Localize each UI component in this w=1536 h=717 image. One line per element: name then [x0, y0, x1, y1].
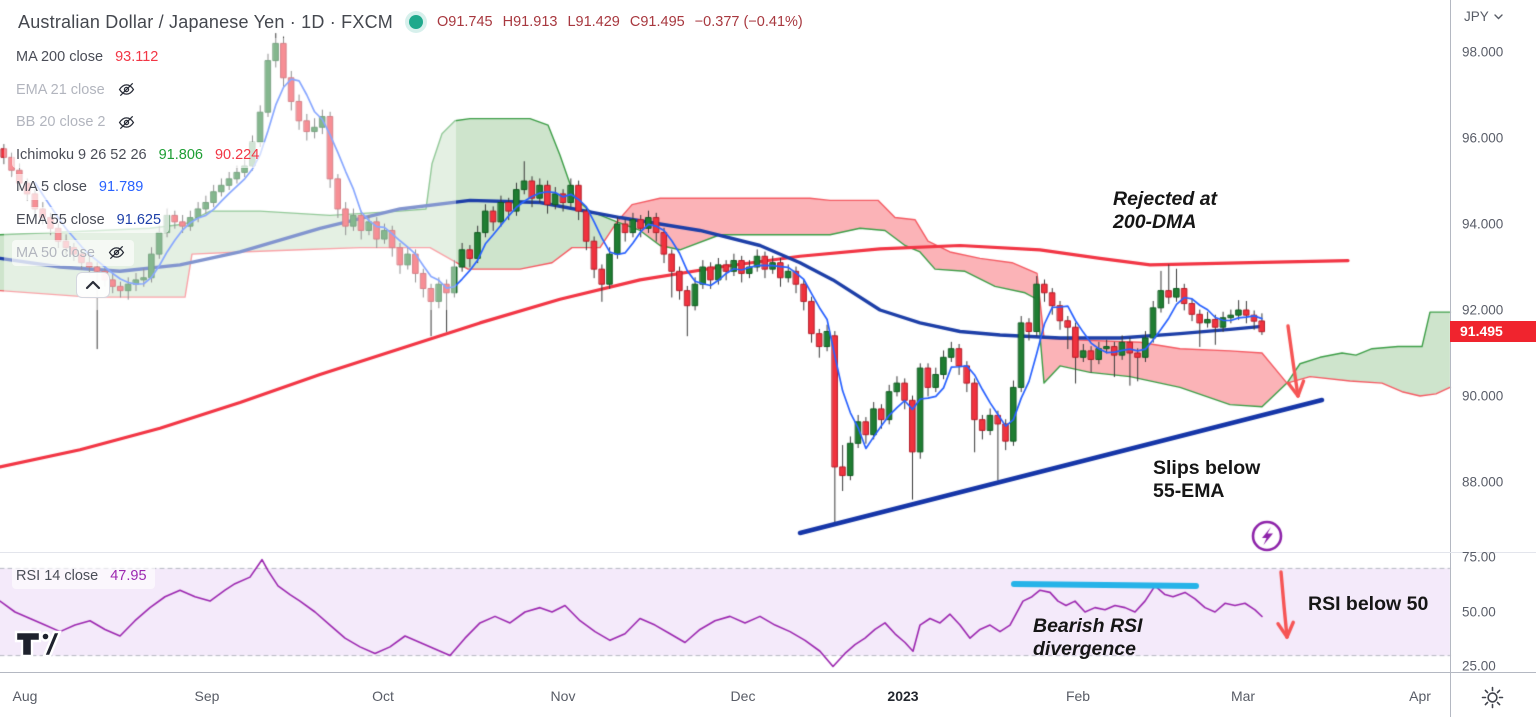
price-tick-label: 98.000: [1462, 44, 1504, 60]
rsi-legend-label: RSI 14 close: [16, 568, 99, 584]
legend-value: 90.224: [214, 146, 260, 163]
price-tick-label: 88.000: [1462, 474, 1504, 490]
legend-row-ichimoku-9-26-52-26[interactable]: Ichimoku 9 26 52 26 91.806 90.224: [12, 141, 268, 168]
chevron-up-icon: [85, 280, 101, 290]
time-tick-label: Oct: [372, 688, 394, 704]
symbol-title[interactable]: Australian Dollar / Japanese Yen · 1D · …: [18, 11, 393, 32]
ohlc-value: H91.913: [502, 14, 558, 30]
ohlc-value: O91.745: [436, 14, 493, 30]
legend-label: MA 200 close: [16, 49, 104, 65]
currency-label: JPY: [1464, 9, 1489, 24]
price-axis-currency[interactable]: JPY: [1464, 9, 1503, 24]
time-tick-label: 2023: [887, 688, 919, 704]
legend-collapse-button[interactable]: [76, 272, 110, 298]
legend-label: MA 5 close: [16, 179, 87, 196]
legend-row-ema-21-close[interactable]: EMA 21 close: [12, 76, 144, 103]
ohlc-readout: O91.745 H91.913 L91.429 C91.495 −0.377 (−0.4…: [437, 13, 813, 31]
price-axis-border: [1450, 0, 1451, 717]
price-tick-label: 50.00: [1462, 604, 1496, 620]
chart-settings-icon[interactable]: [1481, 686, 1504, 709]
tradingview-logo[interactable]: [14, 629, 62, 659]
price-tick-label: 75.00: [1462, 549, 1496, 565]
visibility-off-icon[interactable]: [117, 114, 136, 131]
time-tick-label: Dec: [730, 688, 756, 704]
legend-row-ma-5-close[interactable]: MA 5 close 91.789: [12, 174, 152, 201]
legend-row-ma-200-close[interactable]: MA 200 close 93.112: [12, 44, 167, 70]
price-tick-label: 25.00: [1462, 658, 1496, 674]
time-tick-label: Feb: [1065, 688, 1091, 704]
visibility-off-icon[interactable]: [107, 244, 126, 261]
legend-row-ma-50-close[interactable]: MA 50 close: [12, 239, 134, 266]
legend-row-bb-20-close-2[interactable]: BB 20 close 2: [12, 109, 145, 136]
annotation-slips-below-55ema: Slips below 55-EMA: [1153, 457, 1261, 502]
annotation-rsi-below-50: RSI below 50: [1308, 593, 1429, 615]
annotation-rejected-at-200dma: Rejected at 200-DMA: [1113, 188, 1218, 233]
time-tick-label: Sep: [194, 688, 220, 704]
chevron-down-icon: [1494, 13, 1503, 19]
time-tick-label: Nov: [550, 688, 576, 704]
price-tick-label: 92.000: [1462, 302, 1504, 318]
legend-value: 91.625: [116, 212, 162, 228]
ohlc-value: L91.429: [567, 14, 620, 30]
time-tick-label: Apr: [1409, 688, 1431, 704]
legend-value: 91.789: [98, 179, 144, 196]
ohlc-value: C91.495: [629, 14, 685, 30]
legend-label: EMA 55 close: [16, 212, 105, 228]
legend-value: 91.806: [158, 146, 203, 163]
legend-value: 93.112: [115, 49, 159, 65]
legend-label: BB 20 close 2: [16, 114, 106, 131]
time-tick-label: Aug: [12, 688, 38, 704]
time-tick-label: Mar: [1230, 688, 1256, 704]
legend-row-ema-55-close[interactable]: EMA 55 close 91.625: [12, 207, 170, 233]
annotation-bearish-rsi-divergence: Bearish RSI divergence: [1033, 615, 1143, 660]
symbol-header: Australian Dollar / Japanese Yen · 1D · …: [18, 8, 813, 36]
price-tick-label: 96.000: [1462, 130, 1504, 146]
rsi-legend-row[interactable]: RSI 14 close 47.95: [12, 563, 155, 589]
market-status-icon[interactable]: [408, 15, 423, 29]
time-axis-border: [0, 672, 1536, 673]
price-tick-label: 90.000: [1462, 388, 1504, 404]
visibility-off-icon[interactable]: [117, 81, 136, 98]
rsi-legend-value: 47.95: [110, 568, 147, 584]
pane-separator[interactable]: [0, 552, 1536, 553]
legend-label: Ichimoku 9 26 52 26: [16, 146, 147, 163]
legend-label: MA 50 close: [16, 244, 95, 261]
last-price-label: 91.495: [1450, 321, 1536, 342]
price-tick-label: 94.000: [1462, 216, 1504, 232]
legend-label: EMA 21 close: [16, 81, 105, 98]
ohlc-value: −0.377 (−0.41%): [694, 14, 803, 30]
